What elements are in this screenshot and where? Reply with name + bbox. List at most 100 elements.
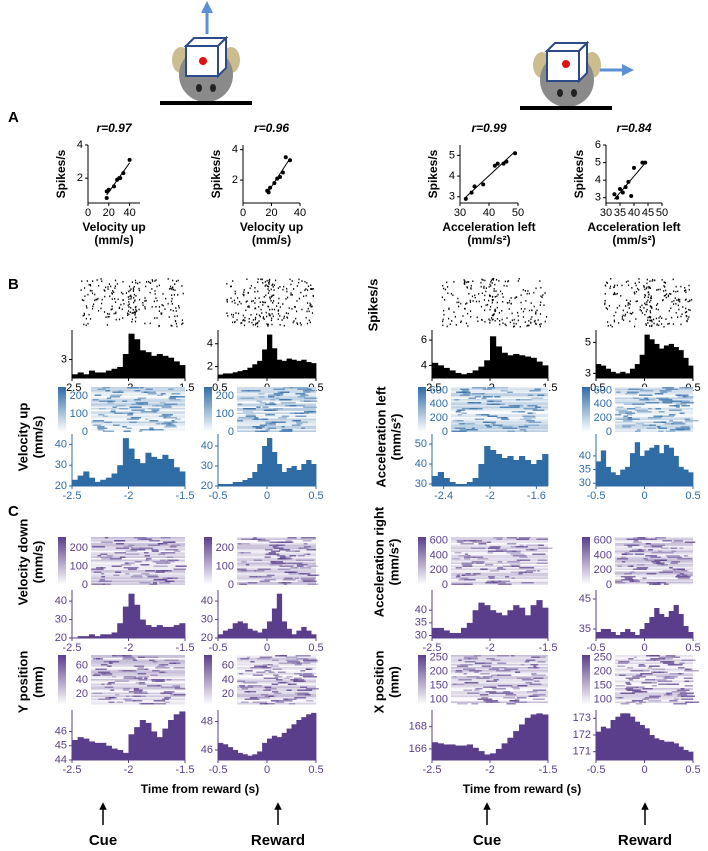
heatmap-row	[237, 391, 316, 393]
heatmap-streak	[639, 686, 645, 688]
heatmap-streak	[153, 700, 166, 702]
raster-spike	[175, 307, 177, 309]
y-tick-label: 171	[573, 746, 591, 758]
colorbar-tick-label: 40	[76, 674, 88, 686]
heatmap-streak	[633, 397, 640, 399]
raster-spike	[255, 322, 257, 325]
raster-spike	[133, 293, 136, 296]
histogram-bar	[145, 625, 152, 638]
raster-spike	[511, 319, 513, 322]
raster-spike	[164, 308, 166, 310]
heatmap-streak	[153, 565, 168, 567]
raster-spike	[266, 315, 268, 318]
heatmap-streak	[144, 677, 148, 679]
raster-spike	[307, 285, 310, 288]
histogram-bar	[232, 750, 238, 760]
heatmap-row	[615, 544, 693, 546]
scatter-point	[504, 159, 509, 164]
heatmap-streak	[285, 571, 294, 573]
heatmap-streak	[522, 415, 536, 417]
raster-spike	[469, 301, 472, 303]
heatmap-streak	[645, 559, 657, 561]
histogram-bar	[524, 615, 531, 638]
heatmap-streak	[635, 703, 643, 705]
y-tick-label: 4	[77, 139, 83, 151]
raster-spike	[309, 304, 311, 307]
heatmap-streak	[512, 555, 527, 557]
y-tick-label: 40	[55, 595, 67, 607]
heatmap-streak	[242, 411, 254, 413]
heatmap-streak	[92, 692, 103, 694]
raster-spike	[135, 282, 137, 284]
raster-spike	[114, 285, 116, 288]
heatmap-row	[451, 680, 548, 682]
heatmap-streak	[276, 555, 286, 557]
histogram-bar	[151, 456, 158, 486]
raster-spike	[502, 300, 504, 303]
raster-spike	[83, 314, 85, 316]
raster-spike	[142, 304, 144, 307]
heatmap-streak	[158, 664, 169, 666]
heatmap-streak	[642, 698, 649, 700]
raster-spike	[273, 308, 276, 311]
histogram-bar	[615, 716, 621, 760]
histogram-bar	[77, 636, 84, 638]
heatmap-streak	[264, 686, 272, 688]
heatmap-streak	[92, 399, 99, 401]
heatmap-streak	[640, 673, 653, 675]
histogram-bar	[455, 745, 462, 760]
heatmap-row	[451, 414, 548, 416]
heatmap-streak	[684, 668, 692, 670]
x-tick-label: -0.5	[209, 382, 228, 394]
histogram-bar	[634, 442, 641, 486]
heatmap-streak	[641, 424, 653, 426]
raster-spike	[651, 319, 653, 321]
heatmap-streak	[125, 550, 138, 552]
heatmap-row	[237, 692, 316, 694]
heatmap-streak	[296, 662, 311, 664]
histogram-bar	[145, 722, 152, 760]
heatmap-streak	[468, 397, 476, 399]
raster-spike	[644, 302, 646, 305]
heatmap-streak	[273, 674, 279, 676]
raster-spike	[535, 312, 537, 314]
raster-spike	[620, 295, 622, 297]
raster-spike	[271, 308, 273, 311]
raster-spike	[132, 288, 135, 291]
histogram-bar	[122, 752, 129, 760]
heatmap-streak	[127, 387, 139, 389]
heatmap-streak	[684, 555, 688, 557]
heatmap-row	[237, 567, 316, 569]
heatmap-streak	[626, 686, 638, 688]
histogram-bar	[610, 371, 616, 378]
heatmap-streak	[665, 388, 679, 390]
y-tick-label: 2	[207, 360, 213, 372]
raster-spike	[484, 279, 486, 282]
heatmap-streak	[652, 668, 665, 670]
heatmap-streak	[648, 695, 661, 697]
raster-spike	[520, 294, 522, 296]
heatmap-streak	[174, 686, 181, 688]
heatmap-streak	[97, 555, 102, 557]
raster-spike	[81, 299, 84, 301]
histogram-bar	[151, 355, 158, 378]
raster-spike	[465, 303, 467, 305]
heatmap-streak	[259, 580, 270, 582]
heatmap-streak	[171, 544, 181, 546]
heatmap-streak	[106, 683, 112, 685]
heatmap-streak	[616, 558, 629, 560]
heatmap-streak	[457, 414, 462, 416]
x-tick-label: -0.5	[587, 490, 606, 502]
heatmap-streak	[135, 402, 149, 404]
heatmap-streak	[145, 574, 158, 576]
heatmap-streak	[630, 670, 643, 672]
y-tick-label: 30	[201, 613, 213, 625]
histogram-bar	[542, 454, 549, 486]
heatmap-streak	[650, 556, 662, 558]
raster-spike	[131, 321, 133, 323]
histogram-bar	[437, 743, 444, 760]
scatter-point	[469, 190, 474, 195]
histogram-bar	[605, 466, 611, 486]
raster-spike	[649, 311, 652, 314]
histogram-bar	[668, 611, 674, 638]
